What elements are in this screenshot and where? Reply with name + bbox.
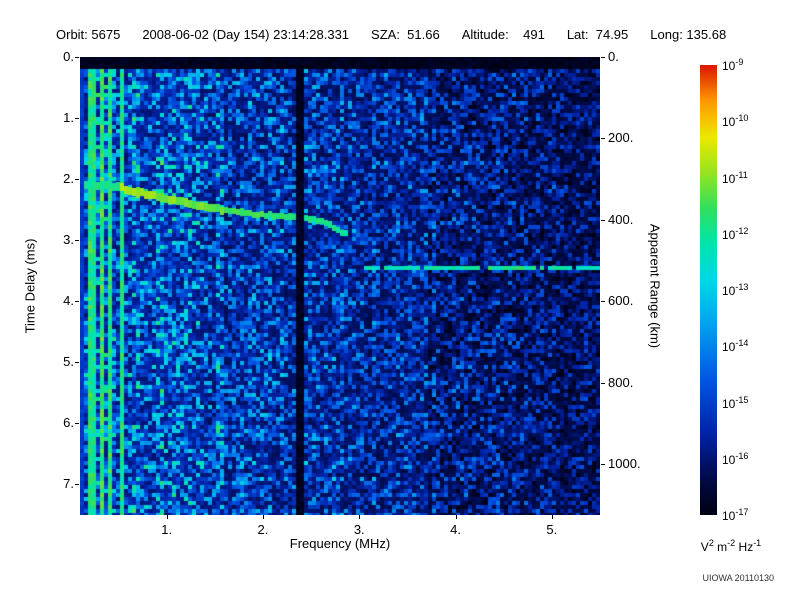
header-segment: Altitude: 491 bbox=[461, 27, 545, 42]
y-left-tick-mark bbox=[75, 118, 79, 120]
exponent: -12 bbox=[735, 225, 749, 236]
x-tick-label: 5. bbox=[546, 522, 558, 537]
y-left-tick-mark bbox=[75, 484, 79, 486]
unit-exponent: -1 bbox=[753, 538, 762, 548]
y-right-tick-mark bbox=[601, 138, 605, 140]
y-axis-label-right: Apparent Range (km) bbox=[647, 223, 663, 349]
y-right-tick-mark bbox=[601, 301, 605, 303]
colorbar-tick-label: 10-16 bbox=[722, 450, 749, 467]
colorbar-tick-label: 10-17 bbox=[722, 507, 749, 523]
y-left-tick-label: 7. bbox=[63, 476, 74, 492]
header-segment: 2008-06-02 (Day 154) 23:14:28.331 bbox=[142, 27, 350, 42]
y-left-tick-label: 0. bbox=[63, 49, 74, 64]
colorbar-tick-label: 10-9 bbox=[722, 57, 744, 73]
y-left-tick-label: 2. bbox=[63, 171, 74, 187]
x-tick-label: 1. bbox=[161, 522, 173, 537]
colorbar-units-label: V2 m-2 Hz-1 bbox=[700, 538, 762, 554]
exponent: -15 bbox=[735, 394, 749, 405]
y-right-tick-mark bbox=[601, 382, 605, 384]
colorbar-gradient bbox=[700, 65, 717, 515]
y-left-tick-mark bbox=[75, 301, 79, 303]
y-right-tick-label: 1000. bbox=[608, 456, 641, 472]
y-axis-label-left: Time Delay (ms) bbox=[22, 238, 38, 334]
colorbar-tick-label: 10-14 bbox=[722, 338, 749, 355]
colorbar-tick-label: 10-13 bbox=[722, 282, 749, 298]
exponent: -10 bbox=[735, 113, 749, 124]
unit-exponent: 2 bbox=[708, 538, 714, 548]
y-right-tick-label: 600. bbox=[608, 293, 634, 309]
exponent: -11 bbox=[735, 169, 748, 180]
colorbar-tick-label: 10-12 bbox=[722, 225, 749, 242]
y-left-tick-label: 4. bbox=[63, 293, 74, 309]
y-right-tick-label: 200. bbox=[608, 130, 634, 146]
x-tick-mark bbox=[359, 515, 361, 519]
header-segment: SZA: 51.66 bbox=[371, 27, 440, 42]
exponent: -14 bbox=[735, 338, 749, 349]
header-segment: Long: 135.68 bbox=[650, 27, 727, 42]
x-tick-mark bbox=[455, 515, 457, 519]
exponent: -9 bbox=[735, 57, 744, 67]
header-segment: Lat: 74.95 bbox=[566, 27, 629, 42]
y-left-tick-mark bbox=[75, 240, 79, 242]
y-right-tick-mark bbox=[601, 464, 605, 466]
y-right-tick-mark bbox=[601, 219, 605, 221]
colorbar-tick-label: 10-15 bbox=[722, 394, 749, 411]
y-left-tick-label: 5. bbox=[63, 354, 74, 370]
y-right-tick-mark bbox=[601, 57, 605, 58]
exponent: -13 bbox=[735, 282, 749, 292]
y-right-tick-label: 800. bbox=[608, 374, 634, 390]
unit-exponent: -2 bbox=[727, 538, 736, 548]
y-left-tick-mark bbox=[75, 57, 79, 58]
y-right-tick-label: 0. bbox=[608, 49, 619, 64]
header-info: Orbit: 5675 2008-06-02 (Day 154) 23:14:28… bbox=[56, 27, 726, 42]
spectrogram-canvas bbox=[80, 57, 600, 515]
y-left-tick-label: 3. bbox=[63, 232, 74, 248]
x-axis-label: Frequency (MHz) bbox=[289, 536, 391, 551]
x-tick-mark bbox=[262, 515, 264, 519]
x-tick-label: 3. bbox=[353, 522, 365, 537]
colorbar-tick-label: 10-11 bbox=[722, 169, 748, 186]
exponent: -17 bbox=[735, 507, 749, 517]
header-segment: Orbit: 5675 bbox=[56, 27, 121, 42]
exponent: -16 bbox=[735, 450, 749, 461]
x-tick-mark bbox=[551, 515, 553, 519]
x-tick-label: 2. bbox=[257, 522, 269, 537]
x-tick-mark bbox=[166, 515, 168, 519]
y-right-tick-label: 400. bbox=[608, 211, 634, 227]
colorbar-tick-label: 10-10 bbox=[722, 113, 749, 130]
y-left-tick-mark bbox=[75, 423, 79, 425]
y-left-tick-label: 1. bbox=[63, 110, 74, 126]
y-left-tick-mark bbox=[75, 362, 79, 364]
y-left-tick-label: 6. bbox=[63, 415, 74, 431]
watermark: UIOWA 20110130 bbox=[702, 573, 774, 583]
y-left-tick-mark bbox=[75, 179, 79, 181]
x-tick-label: 4. bbox=[450, 522, 461, 537]
